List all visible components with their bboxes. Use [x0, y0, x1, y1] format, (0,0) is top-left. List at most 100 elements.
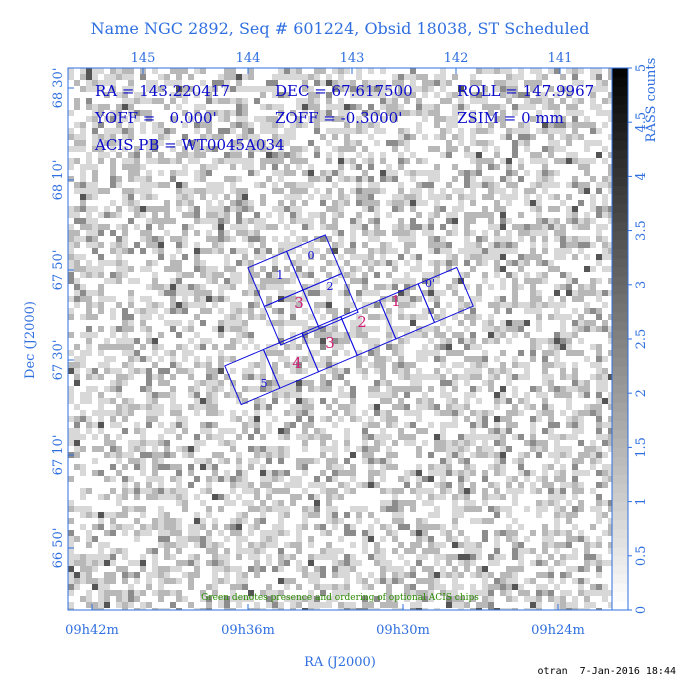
colorbar-tick-label: 0 [634, 606, 649, 614]
top-tick-label: 145 [131, 51, 156, 66]
colorbar-step [612, 185, 628, 195]
colorbar-step [612, 86, 628, 96]
colorbar-step [612, 302, 628, 313]
top-tick-label: 144 [236, 51, 261, 66]
colorbar-step [612, 591, 628, 602]
colorbar-step [612, 420, 628, 430]
colorbar-step [612, 140, 628, 150]
noise-layer [68, 68, 614, 610]
x-axis-label: RA (J2000) [304, 655, 376, 670]
colorbar-step [612, 320, 628, 331]
i-array [247, 234, 359, 346]
colorbar-step [612, 537, 628, 548]
chip-label: 0 [308, 249, 315, 262]
colorbar-step [612, 339, 628, 349]
colorbar-tick-label: 2.5 [634, 329, 649, 350]
colorbar-step [612, 176, 628, 186]
colorbar-step [612, 456, 628, 466]
chip-label: 1 [391, 292, 401, 310]
colorbar-step [612, 528, 628, 539]
colorbar-step [612, 393, 628, 403]
chip-label: 4 [292, 354, 302, 372]
colorbar-step [612, 230, 628, 241]
colorbar-step [612, 600, 628, 611]
top-tick-label: 142 [444, 51, 469, 66]
colorbar-step [612, 131, 628, 141]
chip-label: 2 [357, 313, 367, 331]
colorbar-step [612, 546, 628, 557]
colorbar-step [612, 149, 628, 159]
colorbar-tick-label: 1 [634, 497, 649, 505]
info-zoff: ZOFF = -0.3000' [275, 109, 402, 127]
noise-layer [68, 68, 614, 610]
colorbar-step [612, 501, 628, 512]
colorbar-tick-label: 3 [634, 281, 649, 289]
info-ra: RA = 143.220417 [95, 82, 230, 100]
info-yoff: YOFF = 0.000' [94, 109, 217, 127]
chip-label: 2 [327, 280, 334, 293]
footer: otran 7-Jan-2016 18:44 [538, 666, 676, 677]
y-axis-label: Dec (J2000) [23, 301, 38, 379]
colorbar-step [612, 582, 628, 593]
colorbar-step [612, 158, 628, 168]
colorbar-step [612, 357, 628, 367]
colorbar-step [612, 564, 628, 575]
title: Name NGC 2892, Seq # 601224, Obsid 18038… [91, 19, 590, 38]
colorbar-step [612, 293, 628, 304]
colorbar-tick-label: 5 [634, 64, 649, 72]
colorbar-step [612, 384, 628, 394]
colorbar-step [612, 483, 628, 494]
colorbar-step [612, 474, 628, 485]
colorbar-step [612, 266, 628, 277]
left-tick-label: 68 10' [51, 160, 66, 201]
chip-label: 5 [261, 377, 268, 390]
colorbar-step [612, 573, 628, 584]
colorbar-tick-label: 4 [634, 172, 649, 180]
left-tick-label: 67 50' [51, 250, 66, 291]
colorbar-step [612, 429, 628, 439]
info-roll: ROLL = 147.9967 [457, 82, 594, 100]
info-acis-pb: ACIS PB = WT0045A034 [94, 136, 285, 154]
noise-layer [68, 68, 614, 610]
left-tick-label: 67 30' [51, 340, 66, 381]
colorbar-tick-label: 1.5 [634, 437, 649, 458]
note: Green denotes presence and ordering of o… [201, 593, 479, 603]
colorbar-step [612, 221, 628, 232]
colorbar-step [612, 311, 628, 322]
bottom-tick-label: 09h36m [221, 623, 275, 638]
colorbar-step [612, 212, 628, 223]
bottom-tick-label: 09h30m [376, 623, 430, 638]
colorbar-step [612, 122, 628, 132]
colorbar-step [612, 447, 628, 457]
left-tick-label: 68 30' [51, 68, 66, 109]
colorbar-step [612, 248, 628, 259]
colorbar-tick-label: 2 [634, 389, 649, 397]
colorbar-step [612, 555, 628, 566]
colorbar-step [612, 329, 628, 340]
colorbar-label: RASS counts [644, 58, 659, 143]
colorbar-step [612, 104, 628, 114]
colorbar-step [612, 492, 628, 503]
left-tick-label: 66 50' [51, 528, 66, 569]
colorbar-step [612, 510, 628, 521]
sky-image [68, 68, 614, 610]
colorbar-step [612, 411, 628, 421]
colorbar-step [612, 194, 628, 204]
top-tick-label: 141 [548, 51, 573, 66]
colorbar-step [612, 438, 628, 448]
colorbar-step [612, 68, 628, 78]
colorbar-tick-label: 3.5 [634, 220, 649, 241]
colorbar-step [612, 203, 628, 214]
left-tick-label: 67 10' [51, 435, 66, 476]
colorbar-step [612, 519, 628, 530]
bottom-tick-label: 09h42m [65, 623, 119, 638]
colorbar-tick-label: 4.5 [634, 112, 649, 133]
colorbar-step [612, 95, 628, 105]
chip [417, 266, 474, 324]
bottom-tick-label: 09h24m [531, 623, 585, 638]
colorbar-step [612, 113, 628, 123]
info-zsim: ZSIM = 0 mm [457, 109, 564, 127]
colorbar-step [612, 375, 628, 385]
colorbar-step [612, 366, 628, 376]
